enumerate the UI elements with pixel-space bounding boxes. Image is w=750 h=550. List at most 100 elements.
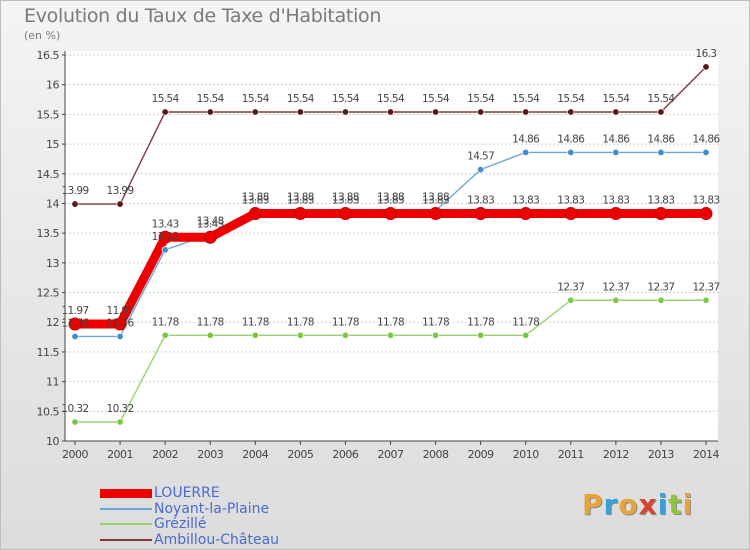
y-tick-label: 11 xyxy=(46,376,59,389)
data-label: 13.48 xyxy=(197,215,224,227)
y-tick-label: 13.5 xyxy=(37,227,60,240)
y-tick-label: 16 xyxy=(46,79,59,92)
data-point xyxy=(113,317,127,331)
data-point xyxy=(612,296,620,304)
data-point xyxy=(699,207,713,221)
x-tick-label: 2012 xyxy=(603,448,629,461)
legend-label: Grézillé xyxy=(154,516,207,532)
y-tick-label: 14.5 xyxy=(37,168,60,181)
y-tick-label: 13 xyxy=(46,257,59,270)
y-tick-label: 11.5 xyxy=(37,346,60,359)
data-point xyxy=(161,331,169,339)
data-label: 13.83 xyxy=(242,195,269,207)
data-point xyxy=(158,230,172,244)
data-label: 15.54 xyxy=(647,93,675,105)
data-point xyxy=(206,331,214,339)
data-label: 13.83 xyxy=(557,195,584,207)
logo-letter: r xyxy=(603,488,619,521)
data-point xyxy=(702,63,710,71)
y-tick-label: 10 xyxy=(46,435,59,448)
data-label: 14.86 xyxy=(692,133,720,145)
data-point xyxy=(612,108,620,116)
data-label: 15.54 xyxy=(377,93,405,105)
proxiti-logo: Proxiti xyxy=(582,488,693,521)
data-label: 15.54 xyxy=(242,93,270,105)
data-point xyxy=(657,148,665,156)
x-tick-label: 2007 xyxy=(378,448,404,461)
data-point xyxy=(341,331,349,339)
data-label: 11.78 xyxy=(242,316,269,328)
data-label: 15.54 xyxy=(422,93,450,105)
data-label: 13.88 xyxy=(377,192,404,204)
data-point xyxy=(567,296,575,304)
data-label: 13.83 xyxy=(332,195,359,207)
x-tick-label: 2013 xyxy=(648,448,674,461)
data-label: 11.97 xyxy=(61,305,88,317)
data-label: 13.83 xyxy=(602,195,629,207)
data-point xyxy=(206,108,214,116)
x-tick-label: 2008 xyxy=(423,448,449,461)
data-label: 11.78 xyxy=(512,316,539,328)
data-label: 11.78 xyxy=(152,316,179,328)
data-label: 13.83 xyxy=(467,195,494,207)
x-tick-label: 2003 xyxy=(197,448,223,461)
data-point xyxy=(251,108,259,116)
y-tick-label: 10.5 xyxy=(37,405,60,418)
data-point xyxy=(474,207,488,221)
y-tick-label: 16.5 xyxy=(37,49,60,62)
x-tick-label: 2014 xyxy=(693,448,719,461)
data-point xyxy=(702,296,710,304)
logo-letter: i xyxy=(657,488,669,521)
data-label: 14.86 xyxy=(557,133,585,145)
data-label: 15.54 xyxy=(152,93,180,105)
x-tick-label: 2000 xyxy=(62,448,88,461)
x-tick-label: 2005 xyxy=(287,448,313,461)
data-point xyxy=(429,207,443,221)
data-label: 13.83 xyxy=(692,195,719,207)
y-tick-label: 14 xyxy=(46,197,59,210)
data-label: 15.54 xyxy=(602,93,630,105)
data-label: 13.83 xyxy=(512,195,539,207)
data-point xyxy=(519,207,533,221)
data-label: 12.37 xyxy=(692,281,719,293)
data-label: 12.37 xyxy=(557,281,584,293)
x-tick-label: 2009 xyxy=(468,448,494,461)
data-label: 14.86 xyxy=(647,133,675,145)
data-label: 13.43 xyxy=(197,218,224,230)
legend-label: Ambillou-Château xyxy=(154,531,280,548)
x-tick-label: 2002 xyxy=(152,448,178,461)
data-point xyxy=(564,207,578,221)
data-label: 15.54 xyxy=(332,93,360,105)
data-label: 13.88 xyxy=(422,192,449,204)
data-point xyxy=(203,230,217,244)
data-point xyxy=(161,246,169,254)
data-point xyxy=(248,207,262,221)
data-label: 15.54 xyxy=(512,93,540,105)
data-point xyxy=(68,317,82,331)
data-point xyxy=(567,108,575,116)
logo-letter: x xyxy=(638,488,658,521)
data-label: 11.78 xyxy=(287,316,314,328)
data-label: 11.76 xyxy=(61,317,89,329)
logo-letter: o xyxy=(618,488,639,521)
data-label: 13.43 xyxy=(152,218,179,230)
data-point xyxy=(116,418,124,426)
data-point xyxy=(612,148,620,156)
data-point xyxy=(296,108,304,116)
data-label: 11.78 xyxy=(197,316,224,328)
logo-letter: t xyxy=(668,488,683,521)
data-point xyxy=(71,332,79,340)
data-label: 11.97 xyxy=(107,305,134,317)
data-point xyxy=(522,148,530,156)
data-point xyxy=(432,108,440,116)
legend-swatch xyxy=(100,507,152,510)
legend-label: LOUERRE xyxy=(154,485,220,501)
data-label: 14.57 xyxy=(467,151,494,163)
data-point xyxy=(654,207,668,221)
data-label: 13.22 xyxy=(152,231,179,243)
chart-title: Evolution du Taux de Taxe d'Habitation xyxy=(24,5,382,27)
x-tick-label: 2004 xyxy=(242,448,268,461)
data-label: 15.54 xyxy=(557,93,585,105)
data-label: 11.78 xyxy=(467,316,494,328)
